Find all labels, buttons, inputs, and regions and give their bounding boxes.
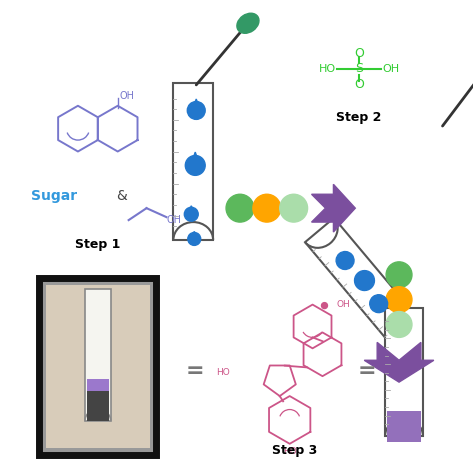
Bar [385, 307, 423, 436]
Text: &: & [116, 189, 127, 203]
Text: HO: HO [283, 447, 297, 456]
Bar [173, 83, 213, 240]
Bar [87, 379, 109, 391]
Polygon shape [187, 206, 195, 217]
Polygon shape [191, 99, 201, 114]
Circle shape [184, 207, 198, 221]
Bar [39, 278, 156, 455]
Circle shape [386, 262, 412, 288]
Text: HO: HO [216, 368, 230, 377]
Polygon shape [189, 152, 201, 169]
Circle shape [336, 252, 354, 270]
Text: S: S [356, 62, 363, 76]
Circle shape [188, 232, 201, 245]
Text: OH: OH [166, 215, 182, 225]
Circle shape [386, 312, 412, 337]
Polygon shape [191, 231, 198, 242]
Text: HO: HO [319, 64, 336, 74]
Text: Step 1: Step 1 [75, 238, 120, 251]
Circle shape [321, 303, 328, 308]
Circle shape [386, 287, 412, 313]
Circle shape [370, 295, 388, 313]
Circle shape [355, 271, 374, 290]
Text: O: O [355, 79, 364, 91]
Text: O: O [355, 46, 364, 60]
Circle shape [185, 156, 205, 175]
Wedge shape [387, 419, 421, 436]
Bar [46, 285, 149, 448]
Wedge shape [175, 222, 211, 240]
Wedge shape [307, 219, 337, 247]
Circle shape [253, 194, 281, 222]
Text: =: = [358, 361, 376, 381]
Circle shape [280, 194, 308, 222]
Circle shape [187, 102, 205, 119]
Bar [87, 391, 109, 421]
Bar [305, 218, 421, 346]
Text: OH: OH [337, 300, 350, 309]
Text: Sugar: Sugar [31, 189, 77, 203]
Ellipse shape [237, 13, 259, 33]
Text: Step 3: Step 3 [272, 444, 317, 457]
Text: OH: OH [120, 91, 135, 101]
Wedge shape [86, 409, 109, 421]
Bar [387, 411, 421, 442]
Text: OH: OH [383, 64, 400, 74]
Circle shape [226, 194, 254, 222]
Bar [85, 289, 111, 421]
Polygon shape [311, 184, 356, 232]
Text: =: = [186, 361, 205, 381]
Polygon shape [364, 342, 434, 382]
Text: Step 2: Step 2 [337, 111, 382, 123]
